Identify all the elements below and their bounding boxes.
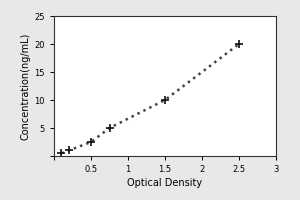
Y-axis label: Concentration(ng/mL): Concentration(ng/mL) xyxy=(20,32,30,140)
X-axis label: Optical Density: Optical Density xyxy=(128,178,202,188)
